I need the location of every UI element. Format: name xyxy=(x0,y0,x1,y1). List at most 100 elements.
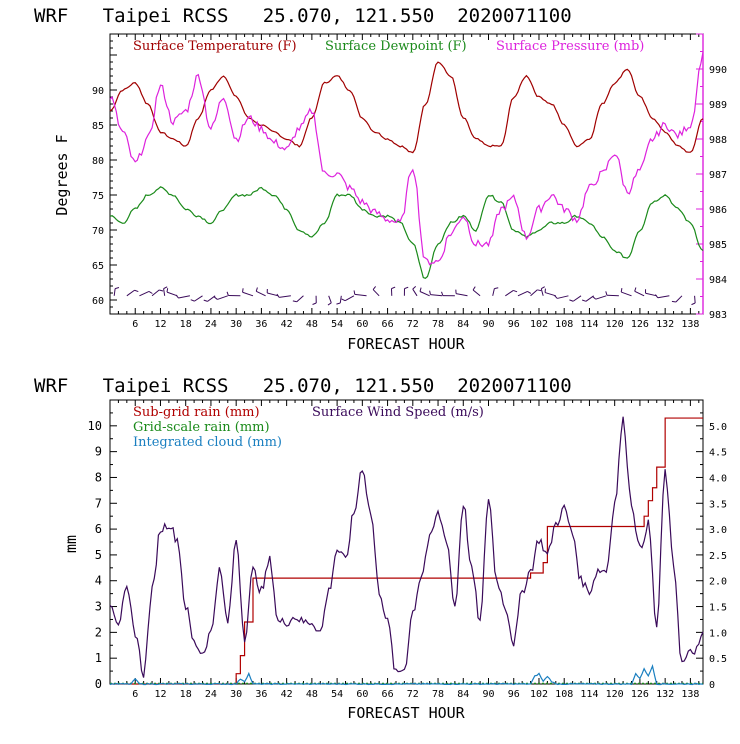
y2-tick-label-wind: 0 xyxy=(709,680,715,691)
wind-barb xyxy=(152,290,159,296)
x-tick-label-temperature: 36 xyxy=(255,319,267,330)
x-tick-label-temperature: 72 xyxy=(407,319,419,330)
wind-barb-flag xyxy=(293,301,297,302)
x-tick-label-temperature: 60 xyxy=(356,319,368,330)
wind-barb-flag xyxy=(159,290,163,291)
subgrid-rain-line xyxy=(110,418,703,684)
wind-barb-flag xyxy=(115,287,119,288)
wind-barb xyxy=(194,296,202,301)
x-tick-label-rain: 96 xyxy=(508,689,520,700)
y-tick-label-rain: 6 xyxy=(95,522,102,536)
wind-barb-flag xyxy=(214,297,217,299)
wind-barb-flag xyxy=(582,300,586,301)
wind-barb xyxy=(557,296,568,299)
x-tick-label-rain: 72 xyxy=(407,689,419,700)
wind-barb xyxy=(505,290,513,295)
y-tick-label-temperature: 80 xyxy=(92,156,104,167)
wind-barb xyxy=(164,289,165,296)
x-tick-label-rain: 120 xyxy=(606,689,624,700)
y-tick-label-rain: 5 xyxy=(95,548,102,562)
wind-barb xyxy=(456,294,467,296)
wind-barb-flag xyxy=(149,291,152,293)
y2-tick-label-wind: 5.0 xyxy=(709,422,727,433)
x-tick-label-rain: 12 xyxy=(154,689,166,700)
x-tick-label-rain: 36 xyxy=(255,689,267,700)
x-tick-label-rain: 30 xyxy=(230,689,242,700)
wind-barb-flag xyxy=(672,301,676,302)
y-axis-label-temperature: Degrees F xyxy=(53,134,71,215)
wind-barb xyxy=(586,296,594,302)
x-tick-label-temperature: 138 xyxy=(681,319,699,330)
x-tick-label-temperature: 102 xyxy=(530,319,548,330)
x-tick-label-rain: 6 xyxy=(132,689,138,700)
x-axis-label-rain: FORECAST HOUR xyxy=(347,704,465,722)
x-tick-label-rain: 66 xyxy=(382,689,394,700)
wind-barb-flag xyxy=(593,297,596,300)
wind-barb xyxy=(607,295,619,296)
wind-barb-flag xyxy=(635,288,636,292)
x-tick-label-rain: 90 xyxy=(482,689,494,700)
x-tick-label-rain: 84 xyxy=(457,689,469,700)
x-tick-label-rain: 54 xyxy=(331,689,343,700)
y-tick-label-temperature: 60 xyxy=(92,296,104,307)
wind-barb-flag xyxy=(191,300,195,301)
wind-barb-flag xyxy=(537,290,541,291)
wind-barb xyxy=(340,296,341,303)
x-tick-label-temperature: 66 xyxy=(382,319,394,330)
legend-gridscale-rain: Grid-scale rain (mm) xyxy=(133,420,270,435)
y-tick-label-temperature: 65 xyxy=(92,261,104,272)
wind-barb-flag xyxy=(354,290,355,294)
wind-barb-flag xyxy=(420,288,421,292)
wind-barb-flag xyxy=(135,290,139,291)
wind-barb xyxy=(635,291,644,295)
wind-barb-flag xyxy=(227,292,228,296)
x-tick-label-temperature: 48 xyxy=(306,319,318,330)
x-tick-label-rain: 138 xyxy=(681,689,699,700)
wind-barb-flag xyxy=(413,286,416,289)
wind-barb xyxy=(413,289,417,296)
wind-barb-flag xyxy=(655,295,657,298)
wind-barb-flag xyxy=(527,291,530,293)
x-tick-label-temperature: 96 xyxy=(508,319,520,330)
x-axis-label-temperature: FORECAST HOUR xyxy=(347,335,465,353)
wind-barb xyxy=(127,290,135,296)
wind-barb xyxy=(430,295,442,296)
x-tick-label-rain: 24 xyxy=(205,689,217,700)
y2-tick-label-wind: 4.0 xyxy=(709,473,727,484)
wind-barb xyxy=(621,292,631,296)
wind-barb-flag xyxy=(204,300,208,301)
x-tick-label-temperature: 132 xyxy=(656,319,674,330)
x-tick-label-rain: 132 xyxy=(656,689,674,700)
y2-tick-label-pressure: 990 xyxy=(709,65,727,76)
wind-barb-flag xyxy=(243,288,244,292)
wind-barb-flag xyxy=(373,286,375,289)
wind-barb xyxy=(279,296,291,298)
wind-barb xyxy=(420,291,430,295)
y-tick-label-rain: 7 xyxy=(95,496,102,510)
wind-barb-flag xyxy=(404,287,408,288)
wind-barb xyxy=(545,293,556,296)
integrated-cloud-line xyxy=(110,666,703,685)
wind-barb xyxy=(139,291,149,295)
legend-pressure: Surface Pressure (mb) xyxy=(496,39,644,54)
wind-barb-flag xyxy=(541,287,544,289)
x-tick-label-temperature: 6 xyxy=(132,319,138,330)
series-rain-chart xyxy=(110,417,703,685)
y-tick-label-rain: 2 xyxy=(95,625,102,639)
x-tick-label-temperature: 114 xyxy=(580,319,598,330)
x-tick-label-rain: 18 xyxy=(180,689,192,700)
wind-barb-flag xyxy=(692,303,696,305)
y-tick-label-rain: 8 xyxy=(95,470,102,484)
wind-barbs xyxy=(114,286,695,305)
x-tick-label-temperature: 42 xyxy=(281,319,293,330)
y2-tick-label-wind: 2.5 xyxy=(709,551,727,562)
x-tick-label-rain: 48 xyxy=(306,689,318,700)
wind-barb-flag xyxy=(442,292,443,296)
wind-speed-line xyxy=(110,417,703,678)
wind-barb-flag xyxy=(313,303,317,305)
dewpoint-line xyxy=(110,187,703,278)
y2-tick-label-pressure: 984 xyxy=(709,275,727,286)
legend-subgrid-rain: Sub-grid rain (mm) xyxy=(133,405,260,420)
wind-barb xyxy=(373,290,379,296)
